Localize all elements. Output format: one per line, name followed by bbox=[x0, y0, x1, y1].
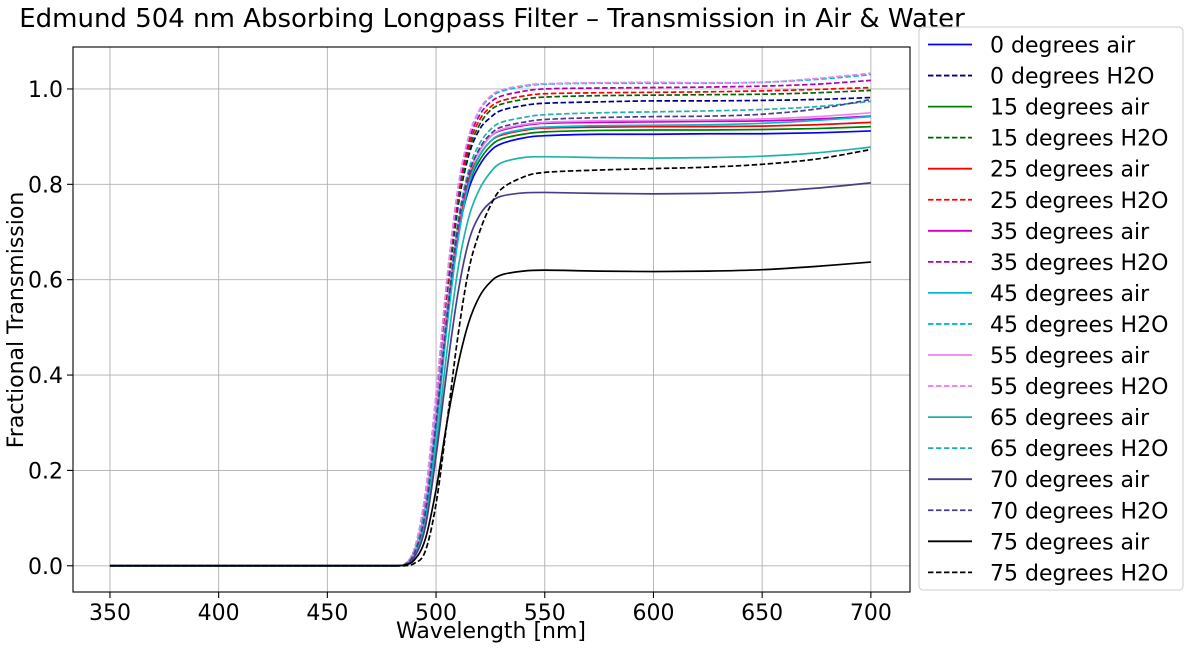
legend-label: 65 degrees air bbox=[990, 406, 1150, 431]
y-tick-label: 1.0 bbox=[28, 78, 63, 103]
x-tick-label: 400 bbox=[198, 601, 240, 626]
legend-frame bbox=[918, 26, 1184, 591]
legend-label: 45 degrees H2O bbox=[990, 313, 1168, 338]
x-tick-label: 550 bbox=[524, 601, 566, 626]
x-tick-label: 700 bbox=[850, 601, 892, 626]
legend-label: 15 degrees H2O bbox=[990, 127, 1168, 152]
y-tick-label: 0.8 bbox=[28, 173, 63, 198]
series-line bbox=[109, 111, 871, 567]
legend-label: 25 degrees air bbox=[990, 158, 1150, 183]
series-line bbox=[109, 73, 871, 567]
legend: 0 degrees air 0 degrees H2O 15 degrees air… bbox=[918, 26, 1184, 591]
plot-frame bbox=[72, 46, 911, 593]
y-tick-label: 0.0 bbox=[28, 555, 63, 580]
series-line bbox=[109, 261, 871, 567]
legend-label: 70 degrees H2O bbox=[990, 499, 1168, 524]
x-tick-label: 600 bbox=[632, 601, 674, 626]
plot-series bbox=[109, 72, 872, 567]
x-tick-label: 650 bbox=[741, 601, 783, 626]
series-line bbox=[109, 89, 871, 567]
x-axis-label: Wavelength [nm] bbox=[396, 619, 586, 644]
series-line bbox=[109, 130, 871, 567]
series-line bbox=[109, 146, 871, 567]
legend-label: 55 degrees air bbox=[990, 344, 1150, 369]
legend-label: 75 degrees air bbox=[990, 530, 1150, 555]
legend-label: 25 degrees H2O bbox=[990, 189, 1168, 214]
y-tick-label: 0.4 bbox=[28, 364, 63, 389]
series-line bbox=[109, 96, 871, 567]
legend-label: 35 degrees air bbox=[990, 220, 1150, 245]
series-line bbox=[109, 86, 871, 567]
chart-title: Edmund 504 nm Absorbing Longpass Filter … bbox=[19, 4, 965, 34]
legend-label: 0 degrees air bbox=[990, 34, 1136, 59]
series-line bbox=[109, 115, 871, 567]
x-tick-label: 350 bbox=[89, 601, 131, 626]
legend-label: 15 degrees air bbox=[990, 96, 1150, 121]
series-line bbox=[109, 182, 871, 567]
x-tick-label: 450 bbox=[306, 601, 348, 626]
y-tick-label: 0.6 bbox=[28, 269, 63, 294]
legend-label: 75 degrees H2O bbox=[990, 561, 1168, 586]
legend-label: 0 degrees H2O bbox=[990, 65, 1154, 90]
series-line bbox=[109, 98, 872, 567]
series-line bbox=[109, 79, 871, 567]
legend-label: 70 degrees air bbox=[990, 468, 1150, 493]
y-axis-label: Fractional Transmission bbox=[4, 192, 29, 449]
x-tick-label: 500 bbox=[415, 601, 457, 626]
legend-label: 65 degrees H2O bbox=[990, 437, 1168, 462]
grid bbox=[73, 47, 910, 592]
legend-label: 55 degrees H2O bbox=[990, 375, 1168, 400]
legend-label: 45 degrees air bbox=[990, 282, 1150, 307]
legend-label: 35 degrees H2O bbox=[990, 251, 1168, 276]
series-line bbox=[109, 148, 872, 567]
series-line bbox=[109, 121, 871, 567]
y-tick-label: 0.2 bbox=[28, 459, 63, 484]
series-line bbox=[109, 100, 871, 567]
axes: 350 400 450 500 550 600 650 700 0.0 0.2 0.4 0.6 0.8 1… bbox=[28, 46, 911, 626]
